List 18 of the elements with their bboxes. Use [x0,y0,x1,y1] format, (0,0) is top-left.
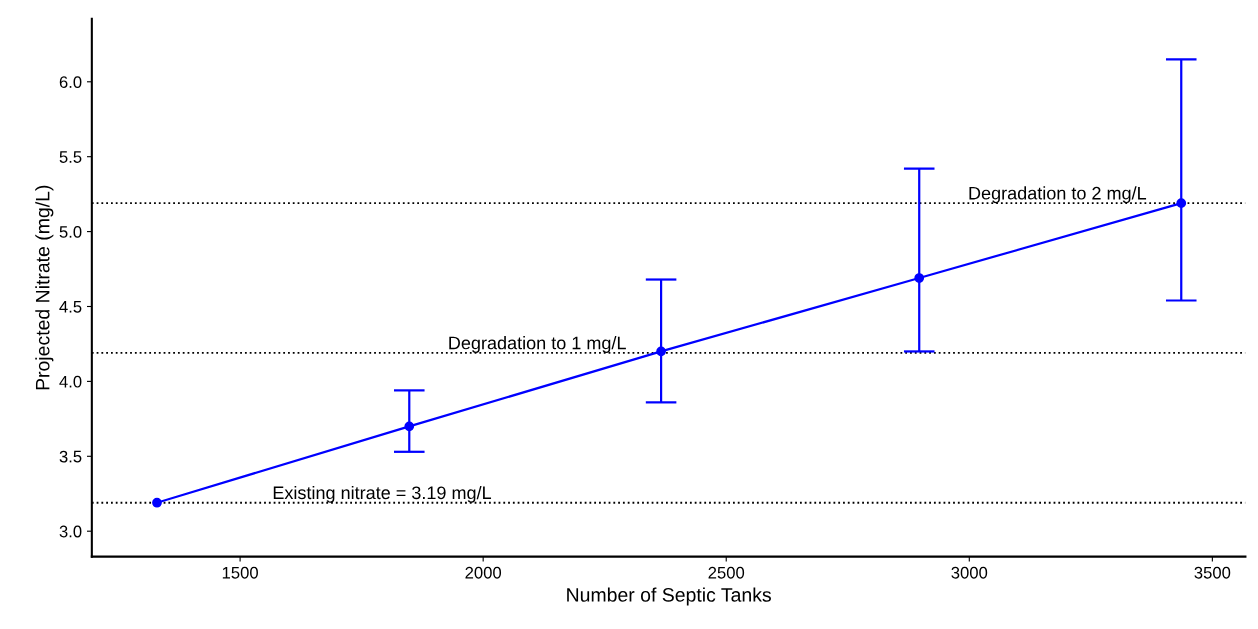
ref-line-label: Existing nitrate = 3.19 mg/L [273,485,492,503]
ref-line-label: Degradation to 2 mg/L [969,186,1147,204]
ref-line-label: Degradation to 1 mg/L [449,336,626,353]
x-tick-label: 3000 [951,566,988,579]
x-tick-label: 1500 [222,566,258,579]
x-axis-title: Number of Septic Tanks [567,587,771,606]
x-tick-label: 2500 [708,566,745,579]
point [152,497,162,508]
y-tick-label: 6.0 [59,76,82,88]
x-tick-label: 3500 [1194,566,1231,579]
y-tick-label: 5.0 [59,225,82,238]
x-tick-label: 2000 [465,566,502,579]
y-tick-label: 3.0 [59,525,82,538]
y-tick-label: 5.5 [59,151,82,163]
y-tick-label: 4.0 [59,375,82,388]
y-tick-label: 3.5 [59,450,82,463]
y-tick-label: 4.5 [59,301,82,313]
y-axis-title: Projected Nitrate (mg/L) [35,185,54,390]
